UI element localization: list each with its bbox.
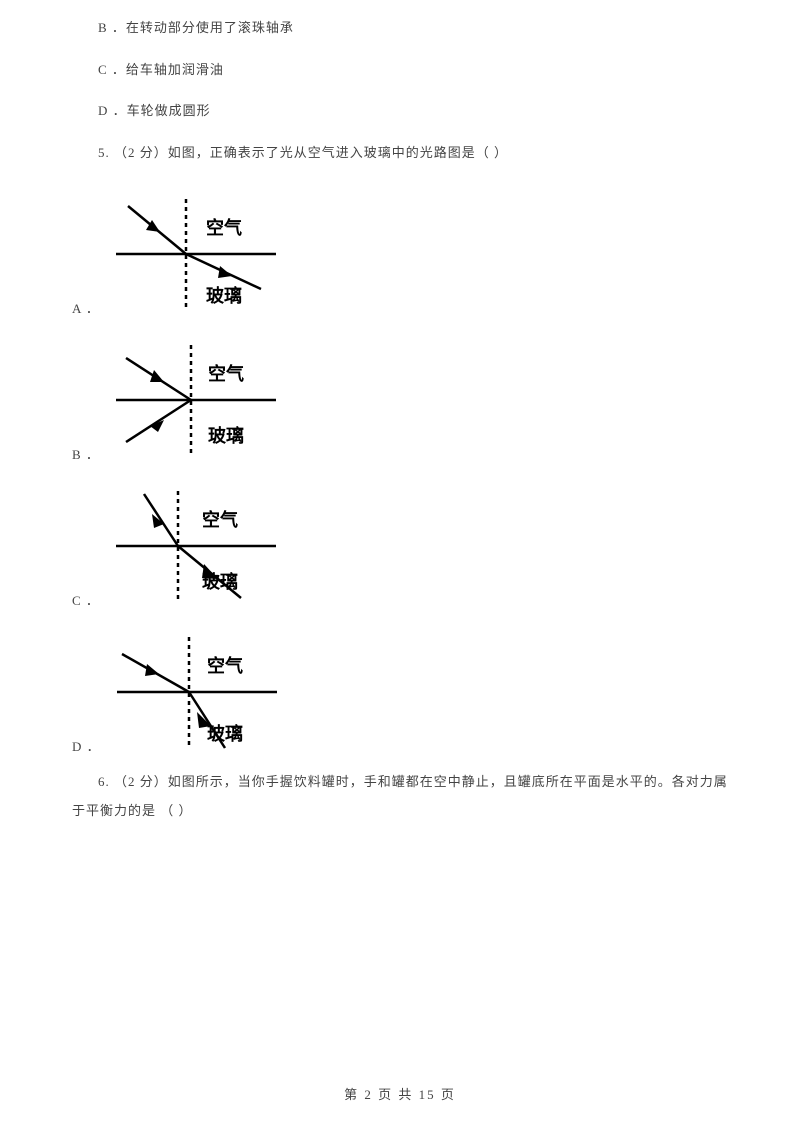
q5-option-d[interactable]: D ． 空气 玻璃 [72,622,728,762]
q5-stem: 5. （2 分）如图，正确表示了光从空气进入玻璃中的光路图是（ ） [72,143,728,163]
opt-c: C ．给车轴加润滑油 [72,60,728,80]
svg-text:空气: 空气 [206,217,242,238]
q5-option-c[interactable]: C ． 空气 玻璃 [72,476,728,616]
opt-b: B ．在转动部分使用了滚珠轴承 [72,18,728,38]
svg-text:玻璃: 玻璃 [202,571,238,592]
opt-d: D ．车轮做成圆形 [72,101,728,121]
svg-text:空气: 空气 [208,363,244,384]
svg-text:玻璃: 玻璃 [207,723,243,744]
option-label-c: C ． [72,591,100,617]
page-footer: 第 2 页 共 15 页 [0,1085,800,1105]
option-label-a: A ． [72,299,100,325]
svg-text:玻璃: 玻璃 [206,285,242,306]
q5-option-b[interactable]: B ． 空气 玻璃 [72,330,728,470]
q5-option-a[interactable]: A ． 空气 玻璃 [72,184,728,324]
svg-text:空气: 空气 [207,655,243,676]
diagram-c: 空气 玻璃 [106,476,286,616]
q6-stem: 6. （2 分）如图所示，当你手握饮料罐时，手和罐都在空中静止，且罐底所在平面是… [72,768,728,825]
option-label-d: D ． [72,737,101,763]
svg-text:玻璃: 玻璃 [208,425,244,446]
option-label-b: B ． [72,445,100,471]
diagram-b: 空气 玻璃 [106,330,286,470]
diagram-d: 空气 玻璃 [107,622,287,762]
diagram-a: 空气 玻璃 [106,184,286,324]
svg-text:空气: 空气 [202,509,238,530]
